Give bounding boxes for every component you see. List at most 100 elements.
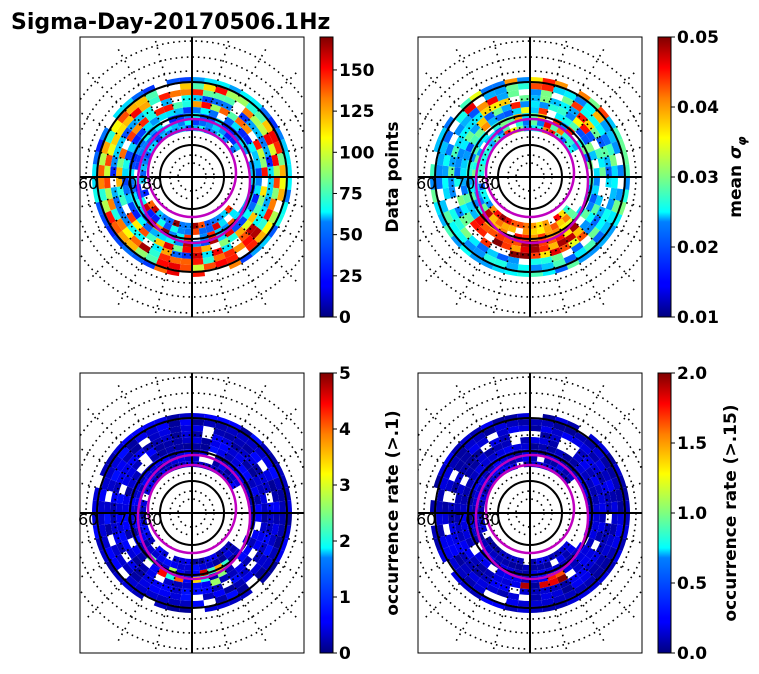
heatmap-cell [459,203,470,215]
heatmap-cell [131,555,143,567]
heatmap-cell [469,459,481,471]
heatmap-cell [234,226,246,238]
heatmap-cell [104,177,111,189]
heatmap-cell [536,227,546,235]
heatmap-cell [587,579,601,593]
colorbar-gradient [657,372,672,654]
heatmap-cell [587,226,600,240]
heatmap-cell [131,134,142,145]
heatmap-cell [245,102,259,115]
heatmap-cell [448,186,457,199]
heatmap-cell [236,582,250,595]
heatmap-cell [483,111,495,122]
colorbar-label: occurrence rate (>.1) [383,410,403,615]
polar-grid [418,373,642,653]
heatmap-cell [203,419,217,428]
heatmap-cell [179,264,192,271]
heatmap-cell [571,436,584,448]
heatmap-cell [556,573,568,584]
heatmap-cell [218,237,230,248]
heatmap-cell [507,561,517,570]
heatmap-cell [459,579,473,593]
heatmap-cell [117,446,130,460]
heatmap-cell [273,513,280,525]
heatmap-cell [98,152,107,166]
colorbar-tick-label: 100 [339,143,375,163]
heatmap-cell [585,548,596,560]
heatmap-cell [591,494,600,505]
heatmap-cell [112,234,126,248]
heatmap-cell [492,442,504,453]
heatmap-cell [583,559,596,571]
heatmap-cell [494,86,508,96]
heatmap-cell [498,97,511,107]
heatmap-cell [580,134,591,145]
heatmap-cell [605,166,612,177]
heatmap-cell [541,555,550,564]
heatmap-cell [540,425,553,434]
heatmap-cell [205,561,215,570]
heatmap-cell [167,598,181,607]
heatmap-cell [181,252,192,259]
heatmap-cell [496,252,509,263]
ring-label-70: 70 [455,510,475,529]
panel-1: 60 70 80 0 25 50 75 100 125 150 Data points [78,36,403,328]
heatmap-cell [131,90,145,103]
heatmap-cell [501,558,511,567]
heatmap-cell [495,112,506,122]
heatmap-cell [179,419,192,426]
heatmap-cell [565,258,580,270]
heatmap-cell [122,503,129,513]
heatmap-cell [450,442,464,456]
heatmap-cell [517,83,530,90]
heatmap-cell [507,225,517,234]
heatmap-cell [599,167,606,177]
heatmap-cell [442,187,451,200]
heatmap-cell [259,186,268,197]
heatmap-cell [444,143,455,156]
heatmap-cell [227,111,239,122]
heatmap-cell [552,86,566,96]
heatmap-cell [551,252,564,263]
heatmap-cell [585,130,596,142]
heatmap-cell [589,529,598,540]
heatmap-cell [500,577,512,587]
heatmap-cell [173,443,184,452]
heatmap-cell [105,546,116,560]
heatmap-cell [510,219,519,228]
heatmap-cell [230,441,242,453]
heatmap-cell [279,177,286,190]
heatmap-cell [273,177,280,189]
heatmap-cell [131,587,145,600]
heatmap-cell [495,232,506,242]
heatmap-cell [169,89,182,98]
heatmap-cell [590,463,602,475]
heatmap-cell [597,157,606,168]
heatmap-cell [141,157,150,166]
heatmap-cell [487,116,498,127]
colorbar-tick-label: 1.0 [677,504,707,524]
heatmap-cell [611,513,618,525]
heatmap-cell [182,101,192,108]
heatmap-cell [173,107,184,116]
heatmap-cell [134,111,146,124]
colorbar-tick-label: 1.5 [677,434,707,454]
heatmap-cell [593,167,600,177]
heatmap-cell [464,119,477,131]
heatmap-cells [92,413,292,613]
heatmap-cell [245,223,258,235]
heatmap-cell [443,130,454,144]
heatmap-cell [98,524,107,538]
heatmap-cell [565,594,580,606]
heatmap-cell [439,141,449,155]
heatmap-cell [203,219,212,228]
heatmap-cell [150,213,161,224]
heatmap-cell [192,246,202,253]
heatmap-cell [157,568,168,578]
heatmap-cell [241,219,253,231]
heatmap-cell [106,479,117,492]
heatmap-cell [494,554,504,564]
heatmap-cell [530,258,542,265]
heatmap-cell [258,106,272,120]
heatmap-cell [572,452,584,464]
